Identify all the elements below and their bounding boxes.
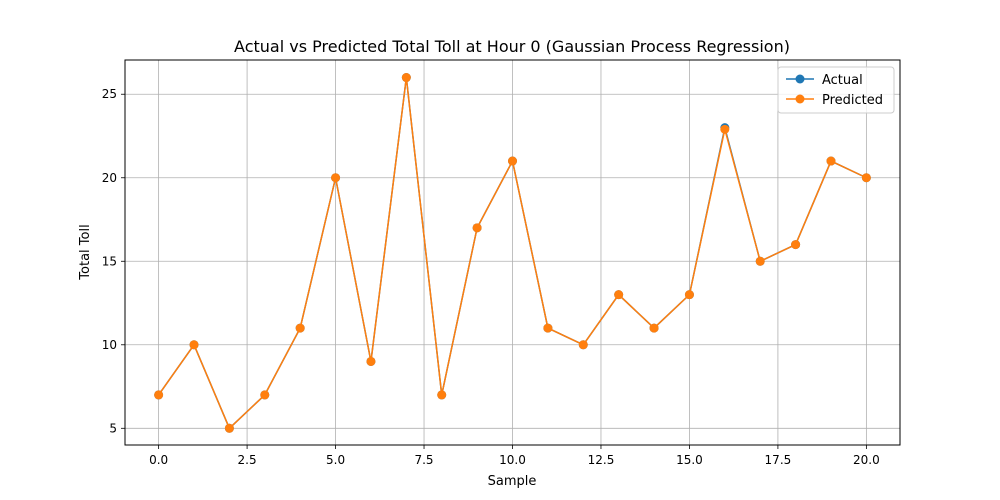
y-tick-label: 10: [102, 338, 117, 352]
predicted-point: [791, 240, 801, 250]
legend-label-actual: Actual: [822, 73, 863, 88]
y-tick-label: 20: [102, 171, 117, 185]
predicted-point: [154, 390, 164, 400]
predicted-point: [508, 156, 517, 166]
axis-ticks: 0.0 2.5 5.0 7.5 10.0 12.5 15.0 17.5 20.0 5 10 15 20 2…: [102, 87, 880, 467]
grid-lines: [125, 60, 900, 445]
x-tick-label: 17.5: [765, 453, 792, 467]
predicted-point: [684, 290, 694, 300]
predicted-point: [295, 323, 305, 333]
predicted-point: [401, 73, 411, 83]
x-tick-label: 5.0: [326, 453, 345, 467]
predicted-point: [720, 124, 730, 134]
legend-label-predicted: Predicted: [822, 93, 883, 108]
y-tick-label: 25: [102, 87, 117, 101]
x-tick-label: 15.0: [676, 453, 703, 467]
predicted-point: [224, 423, 234, 433]
predicted-point: [366, 356, 376, 366]
predicted-point: [331, 173, 341, 183]
y-tick-label: 5: [109, 421, 117, 435]
x-tick-label: 0.0: [149, 453, 168, 467]
x-axis-label: Sample: [488, 474, 537, 489]
predicted-point: [260, 390, 270, 400]
y-axis-label: Total Toll: [78, 224, 93, 280]
predicted-point: [755, 256, 765, 266]
predicted-point: [472, 223, 482, 233]
x-tick-label: 10.0: [499, 453, 526, 467]
x-tick-label: 7.5: [414, 453, 433, 467]
predicted-point: [861, 173, 871, 183]
x-tick-label: 20.0: [853, 453, 880, 467]
predicted-point: [614, 290, 624, 300]
predicted-point: [826, 156, 836, 166]
predicted-point: [437, 390, 447, 400]
series-layer: [154, 73, 871, 433]
x-tick-label: 2.5: [238, 453, 257, 467]
chart-title: Actual vs Predicted Total Toll at Hour 0…: [234, 37, 790, 56]
legend-marker-actual: [795, 74, 805, 84]
predicted-point: [543, 323, 553, 333]
y-tick-label: 15: [102, 254, 117, 268]
predicted-point: [578, 340, 588, 350]
x-tick-label: 12.5: [588, 453, 615, 467]
predicted-point: [189, 340, 199, 350]
legend-marker-predicted: [795, 94, 805, 104]
legend: Actual Predicted: [777, 66, 895, 114]
predicted-point: [649, 323, 659, 333]
